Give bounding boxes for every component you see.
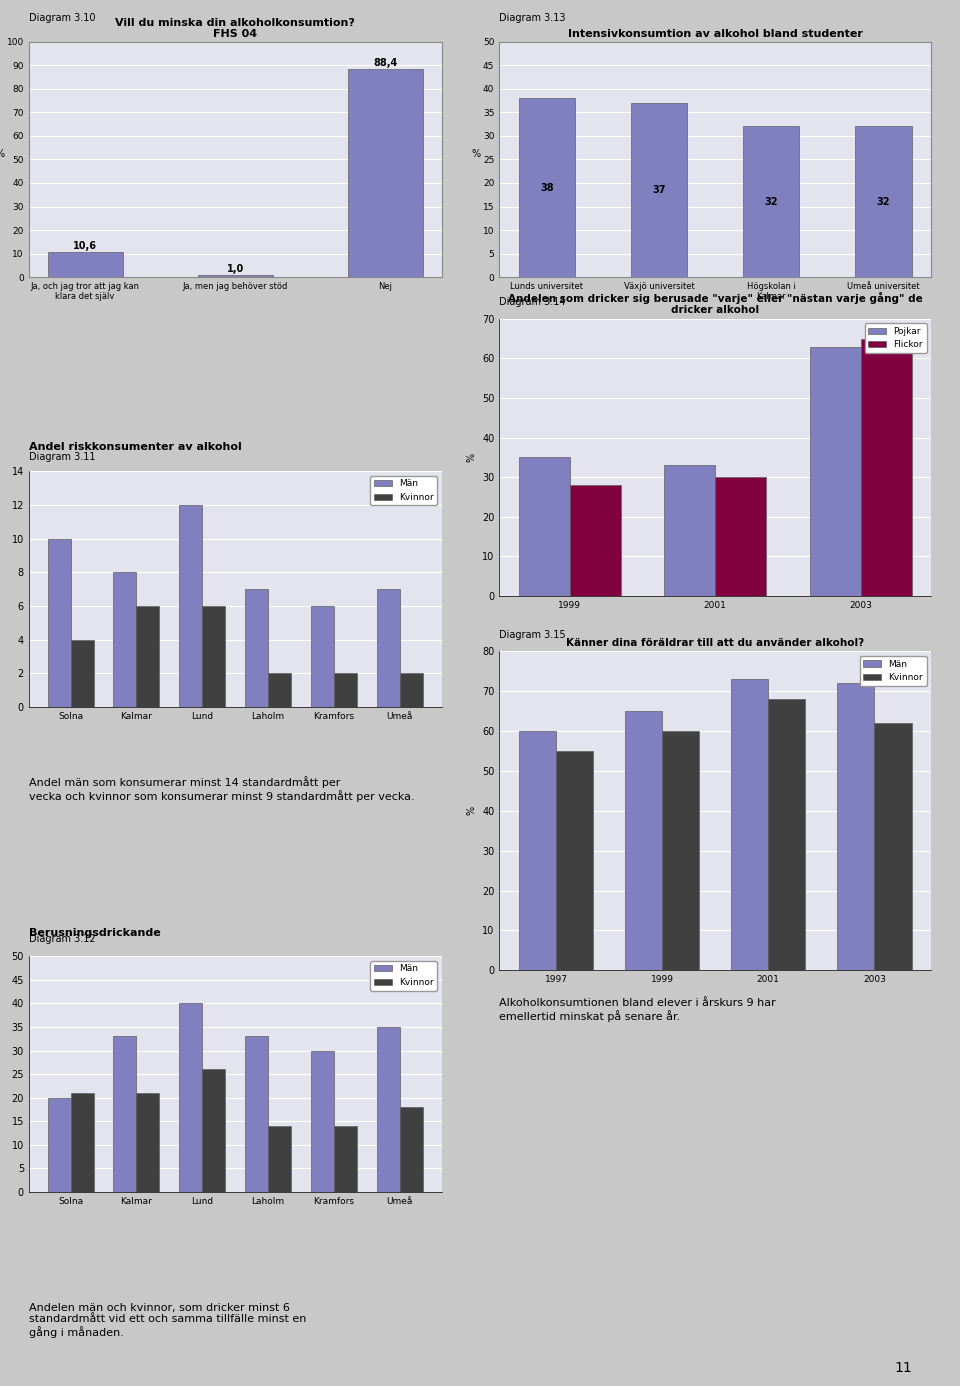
Text: 37: 37: [653, 184, 666, 195]
Bar: [664, 466, 715, 596]
Bar: [245, 1037, 268, 1192]
Text: 88,4: 88,4: [373, 58, 397, 68]
Y-axis label: %: %: [467, 807, 476, 815]
Legend: Män, Kvinnor: Män, Kvinnor: [370, 475, 437, 506]
Text: Andelen män och kvinnor, som dricker minst 6
standardmått vid ett och samma till: Andelen män och kvinnor, som dricker min…: [29, 1303, 306, 1339]
Text: 32: 32: [764, 197, 778, 207]
Bar: [113, 572, 136, 707]
Text: Diagram 3.12: Diagram 3.12: [29, 934, 95, 944]
Title: Andelen som dricker sig berusade "varje" eller "nästan varje gång" de
dricker al: Andelen som dricker sig berusade "varje"…: [508, 291, 923, 315]
Bar: [376, 1027, 399, 1192]
Bar: [311, 606, 334, 707]
Bar: [715, 477, 766, 596]
Bar: [625, 711, 662, 970]
Bar: [631, 103, 687, 277]
Bar: [334, 1125, 357, 1192]
Bar: [311, 1051, 334, 1192]
Bar: [180, 505, 203, 707]
Bar: [268, 674, 291, 707]
Y-axis label: %: %: [471, 150, 480, 159]
Text: Diagram 3.13: Diagram 3.13: [499, 12, 565, 22]
Legend: Pojkar, Flickor: Pojkar, Flickor: [865, 323, 926, 353]
Bar: [743, 126, 800, 277]
Title: Intensivkonsumtion av alkohol bland studenter: Intensivkonsumtion av alkohol bland stud…: [567, 29, 863, 39]
Bar: [518, 98, 575, 277]
Bar: [113, 1037, 136, 1192]
Text: 11: 11: [895, 1361, 912, 1375]
Bar: [48, 252, 123, 277]
Bar: [198, 274, 273, 277]
Bar: [48, 539, 71, 707]
Text: 32: 32: [876, 197, 890, 207]
Text: Berusningsdrickande: Berusningsdrickande: [29, 927, 160, 937]
Y-axis label: %: %: [0, 150, 4, 159]
Bar: [518, 732, 556, 970]
Bar: [399, 1107, 422, 1192]
Text: 38: 38: [540, 183, 554, 193]
Bar: [180, 1003, 203, 1192]
Text: Alkoholkonsumtionen bland elever i årskurs 9 har
emellertid minskat på senare år: Alkoholkonsumtionen bland elever i årsku…: [499, 998, 776, 1021]
Bar: [855, 126, 912, 277]
Bar: [732, 679, 768, 970]
Text: Diagram 3.10: Diagram 3.10: [29, 12, 95, 22]
Bar: [569, 485, 621, 596]
Bar: [348, 69, 422, 277]
Bar: [136, 606, 159, 707]
Bar: [268, 1125, 291, 1192]
Bar: [376, 589, 399, 707]
Y-axis label: %: %: [467, 453, 476, 462]
Bar: [203, 1070, 226, 1192]
Legend: Män, Kvinnor: Män, Kvinnor: [370, 960, 437, 991]
Title: Känner dina föräldrar till att du använder alkohol?: Känner dina föräldrar till att du använd…: [566, 638, 864, 647]
Bar: [518, 457, 569, 596]
Bar: [662, 732, 699, 970]
Bar: [334, 674, 357, 707]
Bar: [399, 674, 422, 707]
Bar: [837, 683, 875, 970]
Bar: [203, 606, 226, 707]
Bar: [245, 589, 268, 707]
Bar: [71, 639, 94, 707]
Text: 1,0: 1,0: [227, 263, 244, 273]
Text: Andel män som konsumerar minst 14 standardmått per
vecka och kvinnor som konsume: Andel män som konsumerar minst 14 standa…: [29, 776, 415, 802]
Bar: [556, 751, 593, 970]
Text: Diagram 3.14: Diagram 3.14: [499, 297, 565, 306]
Bar: [875, 723, 912, 970]
Bar: [136, 1094, 159, 1192]
Text: Diagram 3.11: Diagram 3.11: [29, 452, 95, 462]
Text: Diagram 3.15: Diagram 3.15: [499, 629, 565, 639]
Bar: [71, 1094, 94, 1192]
Text: 10,6: 10,6: [73, 241, 97, 251]
Title: Vill du minska din alkoholkonsumtion?
FHS 04: Vill du minska din alkoholkonsumtion? FH…: [115, 18, 355, 39]
Bar: [809, 346, 861, 596]
Bar: [768, 699, 805, 970]
Text: Andel riskkonsumenter av alkohol: Andel riskkonsumenter av alkohol: [29, 442, 242, 452]
Bar: [861, 338, 912, 596]
Bar: [48, 1098, 71, 1192]
Legend: Män, Kvinnor: Män, Kvinnor: [859, 656, 926, 686]
